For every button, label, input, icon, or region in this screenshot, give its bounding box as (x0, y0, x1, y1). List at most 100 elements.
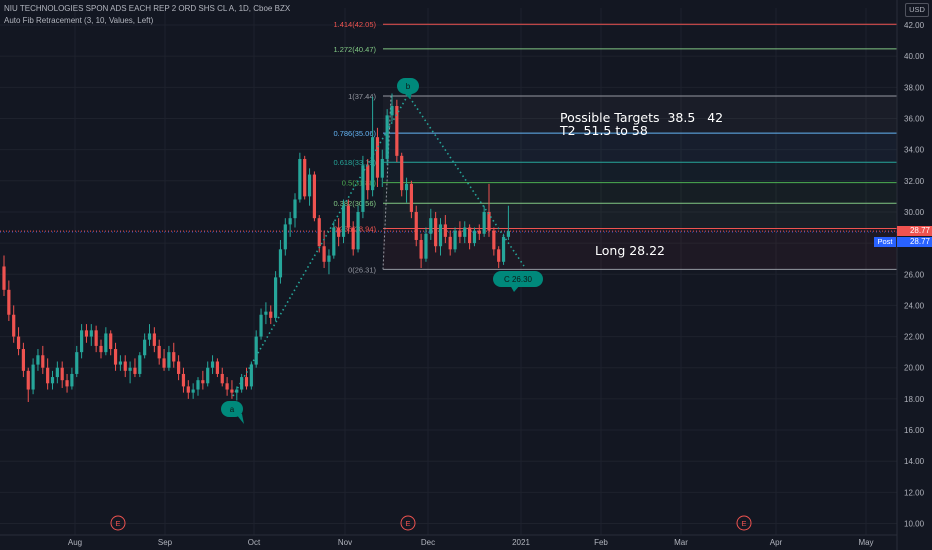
currency-button[interactable]: USD (905, 3, 929, 17)
candle (497, 246, 501, 269)
candle-body (191, 389, 195, 393)
candle-body (138, 355, 142, 374)
candle-body (448, 236, 452, 250)
candle-body (409, 183, 413, 212)
candle (36, 349, 40, 371)
candle-body (390, 106, 394, 116)
candle (327, 249, 331, 275)
candle (65, 373, 69, 393)
candle-body (94, 330, 98, 346)
earnings-marker[interactable]: E (400, 515, 416, 531)
candle (322, 230, 326, 269)
candle (7, 280, 11, 321)
candle-body (215, 361, 219, 374)
candle-body (477, 230, 481, 234)
candle-body (177, 361, 181, 374)
candle-body (172, 352, 176, 362)
candle-body (395, 106, 399, 156)
x-tick-label: May (858, 538, 873, 547)
candle-body (186, 386, 190, 393)
candle (472, 227, 477, 247)
price-axis-bg[interactable] (897, 0, 932, 550)
candle (196, 377, 200, 396)
earnings-marker-text: E (741, 519, 746, 528)
candle (138, 352, 142, 378)
candle (240, 373, 244, 393)
candle-body (143, 339, 147, 356)
last-price-tag: 28.77 (897, 226, 932, 236)
fib-level-label: 0.382(30.56) (333, 199, 376, 208)
candle (341, 199, 346, 244)
indicator-legend[interactable]: Auto Fib Retracement (3, 10, Values, Lef… (4, 16, 154, 25)
earnings-marker-ring (110, 515, 126, 531)
wave-label-b-bg (397, 78, 419, 94)
fib-level-label: 0.786(35.06) (333, 129, 376, 138)
post-label: Post (874, 237, 896, 247)
candle-body (307, 174, 312, 197)
candle-body (341, 205, 346, 237)
candle (307, 168, 312, 206)
candle-body (201, 380, 205, 384)
candle (303, 155, 307, 200)
candle (152, 327, 156, 353)
candle-body (400, 155, 404, 191)
x-tick-label: Oct (248, 538, 261, 547)
fib-level-label: 1(37.44) (348, 92, 376, 101)
candle (162, 349, 166, 371)
candle (210, 355, 215, 374)
candle-body (65, 380, 69, 387)
candle-body (501, 236, 506, 262)
candle (390, 93, 394, 122)
price-axis[interactable]: 10.00 12.00 14.00 16.00 18.00 20.00 22.00 24.00… (896, 0, 932, 550)
candle (147, 324, 152, 346)
candle-body (458, 230, 462, 237)
candle-body (244, 377, 249, 387)
earnings-marker-text: E (405, 519, 410, 528)
candle (177, 355, 181, 381)
earnings-marker[interactable]: E (736, 515, 752, 531)
candle-body (506, 231, 510, 237)
candle (186, 380, 190, 399)
candle (75, 345, 79, 378)
candle (278, 239, 283, 284)
candle (84, 324, 89, 343)
candle (254, 330, 258, 368)
candle (283, 218, 287, 256)
candle (46, 358, 50, 390)
earnings-marker[interactable]: E (110, 515, 126, 531)
candle-body (128, 367, 132, 371)
candle-body (152, 333, 156, 346)
candle (157, 339, 161, 365)
candle (385, 109, 389, 166)
x-tick-label: 2021 (512, 538, 530, 547)
candle (448, 230, 452, 256)
time-axis[interactable]: Aug Sep Oct Nov Dec 2021 Feb Mar Apr May (0, 534, 897, 547)
candle (269, 305, 273, 325)
candle-body (322, 246, 326, 262)
candle (380, 149, 384, 188)
candle-body (468, 227, 472, 244)
candle (21, 342, 25, 378)
earnings-marker-ring (400, 515, 416, 531)
candle (41, 345, 45, 374)
candle (235, 386, 239, 401)
candle-body (351, 227, 355, 250)
candle-body (21, 349, 25, 371)
candle (429, 208, 433, 240)
candle-body (99, 345, 103, 353)
y-tick-label: 38.00 (904, 83, 925, 92)
wave-label-c-bg (493, 271, 543, 287)
candle (356, 205, 360, 253)
candle-body (26, 370, 30, 390)
candle (264, 302, 268, 325)
post-price-tag: 28.77 (897, 237, 932, 247)
candle-body (46, 367, 50, 384)
y-tick-label: 16.00 (904, 426, 925, 435)
x-tick-label: Aug (68, 538, 82, 547)
candle-body (303, 158, 307, 197)
candle-body (240, 377, 244, 390)
candle-body (167, 352, 171, 368)
targets-note-line1: Possible Targets 38.5 42 (560, 110, 724, 125)
candle-body (249, 364, 253, 387)
